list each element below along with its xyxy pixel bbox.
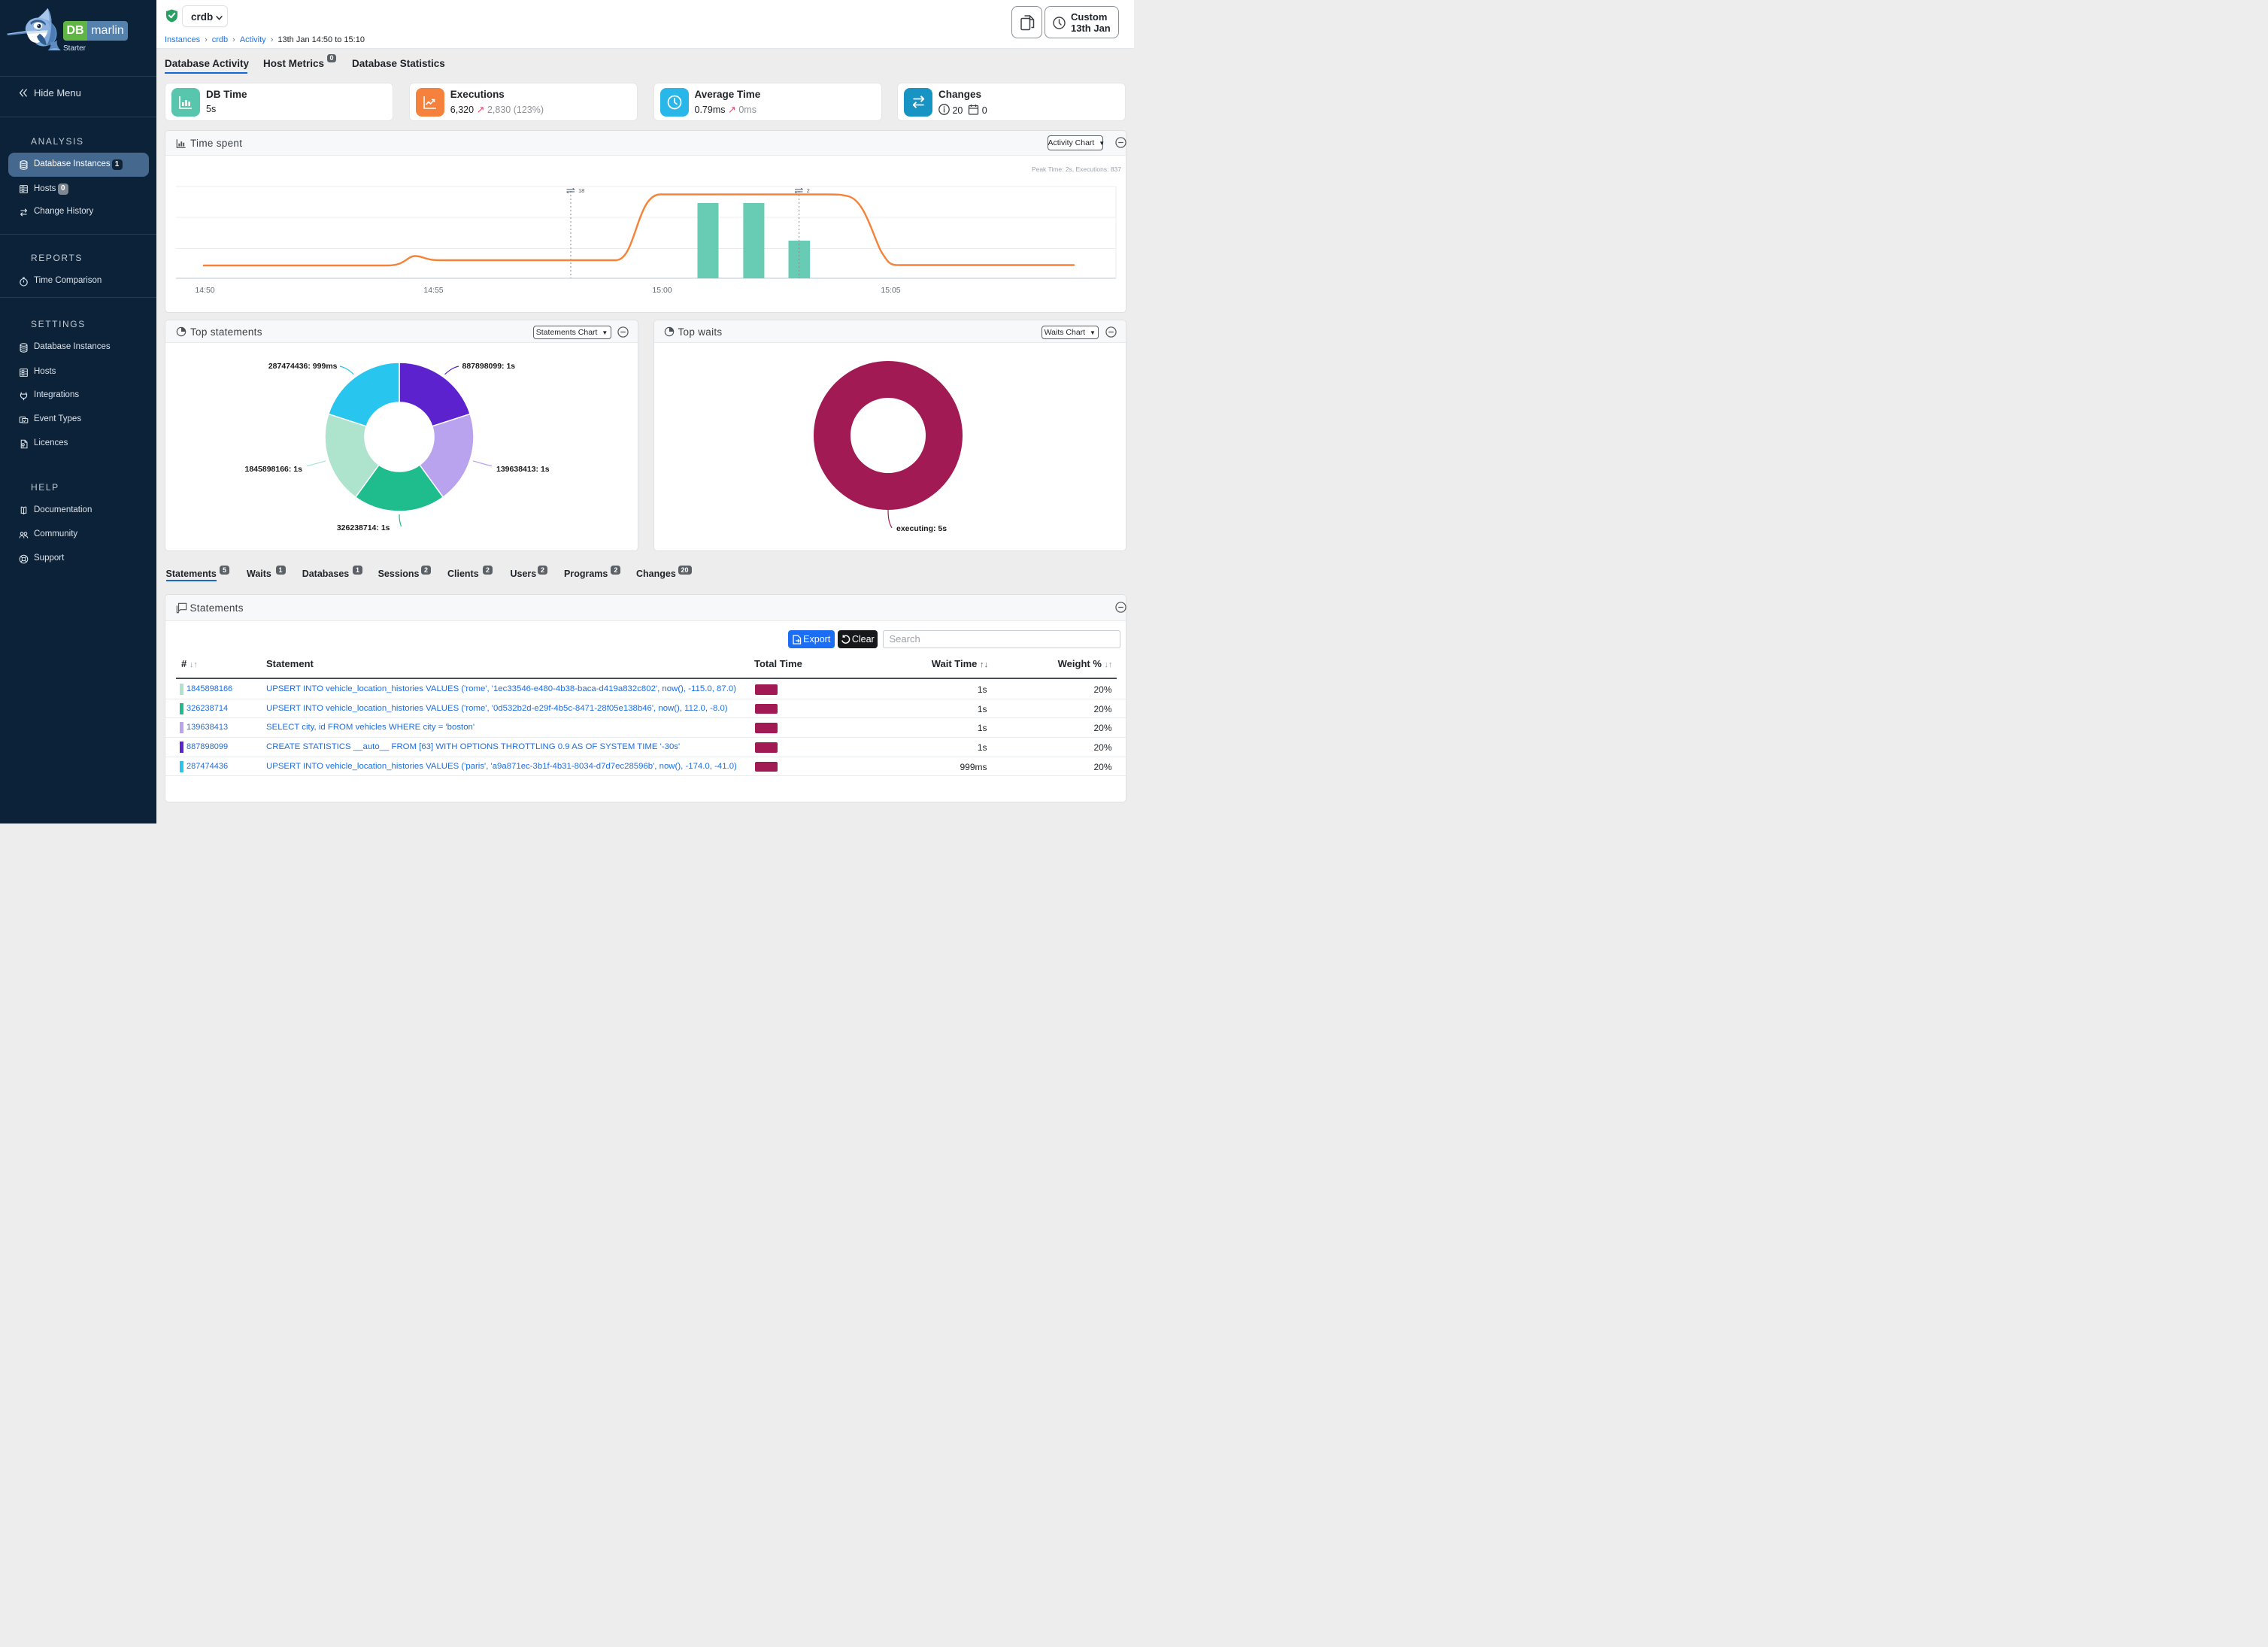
svg-text:287474436: 999ms: 287474436: 999ms <box>268 362 337 371</box>
svg-text:887898099: 1s: 887898099: 1s <box>462 362 515 371</box>
svg-text:15:05: 15:05 <box>881 286 900 295</box>
svg-text:14:55: 14:55 <box>423 286 443 295</box>
svg-text:139638413: 1s: 139638413: 1s <box>496 465 550 474</box>
svg-text:1845898166: 1s: 1845898166: 1s <box>244 465 302 474</box>
svg-text:2: 2 <box>807 187 810 194</box>
svg-text:executing: 5s: executing: 5s <box>896 524 947 533</box>
svg-text:18: 18 <box>578 187 584 194</box>
svg-text:14:50: 14:50 <box>195 286 214 295</box>
svg-text:15:00: 15:00 <box>652 286 672 295</box>
svg-text:326238714: 1s: 326238714: 1s <box>336 523 390 532</box>
svg-text:Peak Time: 2s, Executions: 837: Peak Time: 2s, Executions: 837 <box>1032 165 1121 173</box>
